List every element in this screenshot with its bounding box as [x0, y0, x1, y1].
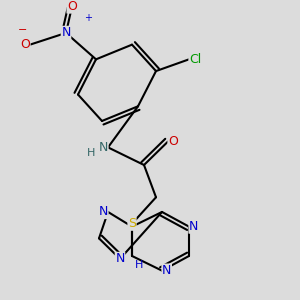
Text: H: H [135, 260, 143, 270]
Text: N: N [162, 264, 171, 277]
Text: O: O [20, 38, 30, 51]
Text: −: − [18, 25, 27, 35]
Text: S: S [128, 217, 136, 230]
Text: H: H [87, 148, 95, 158]
Text: N: N [189, 220, 198, 233]
Text: N: N [115, 252, 125, 266]
Text: N: N [99, 141, 108, 154]
Text: N: N [99, 206, 108, 218]
Text: Cl: Cl [189, 53, 201, 66]
Text: N: N [61, 26, 71, 39]
Text: +: + [84, 13, 92, 23]
Text: O: O [67, 0, 77, 13]
Text: O: O [168, 135, 178, 148]
